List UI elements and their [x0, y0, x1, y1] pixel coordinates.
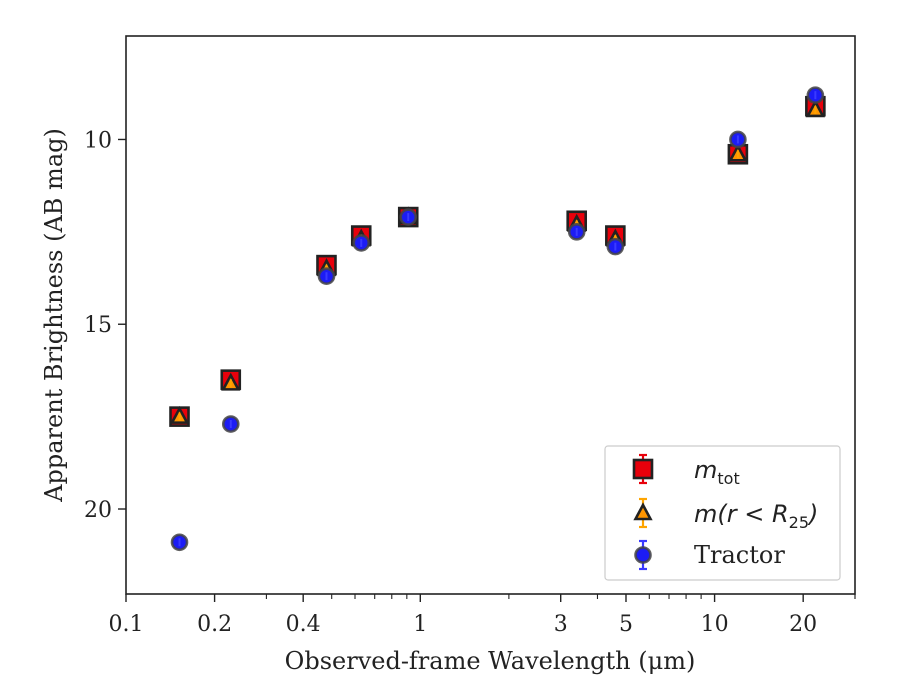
y-axis-label: Apparent Brightness (AB mag)	[40, 128, 68, 503]
legend-mr25-main: m(r < R	[694, 500, 789, 528]
legend-box	[604, 445, 841, 581]
x-axis-ticks: 0.1 0.2 0.4 1 3 5 10 20	[109, 594, 856, 637]
x-tick-label: 1	[413, 612, 427, 637]
legend-symbol	[634, 546, 652, 564]
tractor-point	[221, 415, 240, 433]
y-tick-label: 10	[84, 128, 112, 153]
tractor-point	[317, 267, 336, 285]
tractor-point	[806, 86, 825, 104]
legend-mtot-main: m	[694, 456, 717, 484]
x-tick-label: 3	[554, 612, 568, 637]
x-tick-label: 0.4	[286, 612, 321, 637]
plot-frame	[125, 35, 856, 595]
legend-mr25-close: )	[807, 500, 818, 528]
tractor-point	[729, 130, 747, 149]
x-tick-label: 10	[701, 612, 729, 637]
mr25-point	[728, 143, 748, 162]
legend-symbol	[633, 502, 653, 521]
mr25-point	[805, 99, 826, 118]
tractor-point	[170, 533, 189, 552]
tractor-point	[352, 234, 371, 252]
legend-markers	[632, 453, 654, 571]
legend-symbol	[632, 458, 654, 480]
legend-label-mtot: mtot	[694, 456, 740, 488]
x-tick-label: 0.2	[197, 612, 232, 637]
legend-marker-tractor-point	[634, 539, 652, 571]
tractor-point	[606, 237, 625, 256]
legend-marker-mr25-point	[633, 497, 653, 529]
legend-marker-mtot-point	[632, 453, 654, 485]
y-tick-label: 20	[84, 498, 112, 523]
x-tick-label: 0.1	[109, 612, 144, 637]
data-points	[169, 86, 826, 552]
tractor-point	[567, 223, 586, 241]
x-tick-label: 20	[789, 612, 817, 637]
legend-mtot-sub: tot	[717, 469, 739, 488]
x-tick-label: 5	[619, 612, 633, 637]
legend-label-tractor: Tractor	[694, 541, 785, 569]
legend-mr25-sub: 25	[789, 513, 809, 532]
tractor-point	[399, 208, 418, 226]
legend: mtot m(r < R25) Tractor	[604, 445, 841, 581]
x-axis-label: Observed-frame Wavelength (μm)	[285, 647, 696, 675]
y-axis-ticks: 10 15 20	[84, 128, 126, 523]
mr25-point	[169, 405, 190, 424]
mr25-point	[221, 372, 241, 391]
legend-label-mr25: m(r < R25)	[694, 500, 818, 532]
y-tick-label: 15	[84, 313, 112, 338]
